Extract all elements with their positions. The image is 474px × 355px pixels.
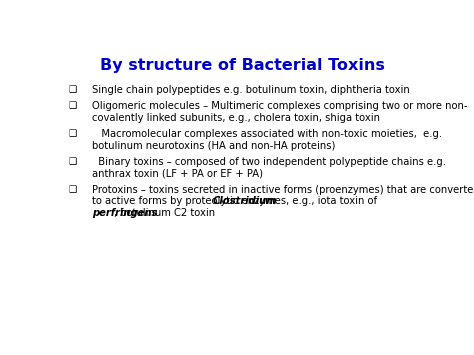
Text: Oligomeric molecules – Multimeric complexes comprising two or more non-: Oligomeric molecules – Multimeric comple…	[92, 102, 468, 111]
Text: ❑: ❑	[68, 185, 77, 194]
Text: By structure of Bacterial Toxins: By structure of Bacterial Toxins	[100, 58, 385, 73]
Text: to active forms by proteolytic enzymes, e.g., iota toxin of: to active forms by proteolytic enzymes, …	[92, 197, 381, 207]
Text: , botulinum C2 toxin: , botulinum C2 toxin	[114, 208, 216, 218]
Text: covalently linked subunits, e.g., cholera toxin, shiga toxin: covalently linked subunits, e.g., choler…	[92, 113, 380, 123]
Text: ❑: ❑	[68, 85, 77, 94]
Text: Macromolecular complexes associated with non-toxic moieties,  e.g.: Macromolecular complexes associated with…	[92, 129, 442, 139]
Text: ❑: ❑	[68, 157, 77, 166]
Text: anthrax toxin (LF + PA or EF + PA): anthrax toxin (LF + PA or EF + PA)	[92, 169, 264, 179]
Text: Clostridium: Clostridium	[212, 197, 277, 207]
Text: botulinum neurotoxins (HA and non-HA proteins): botulinum neurotoxins (HA and non-HA pro…	[92, 141, 336, 151]
Text: perfringens: perfringens	[92, 208, 158, 218]
Text: ❑: ❑	[68, 102, 77, 110]
Text: Protoxins – toxins secreted in inactive forms (proenzymes) that are converted: Protoxins – toxins secreted in inactive …	[92, 185, 474, 195]
Text: Single chain polypeptides e.g. botulinum toxin, diphtheria toxin: Single chain polypeptides e.g. botulinum…	[92, 85, 410, 95]
Text: ❑: ❑	[68, 129, 77, 138]
Text: Binary toxins – composed of two independent polypeptide chains e.g.: Binary toxins – composed of two independ…	[92, 157, 447, 167]
